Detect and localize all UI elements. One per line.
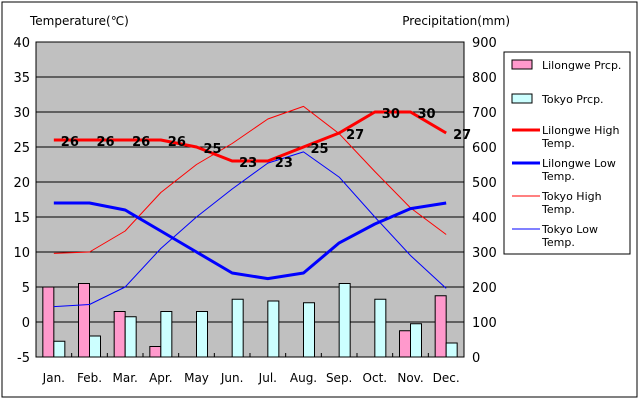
tokyo-precip-bar [445,342,458,358]
legend-label-lilongwe-high-line: Lilongwe High Temp. [541,124,619,150]
tokyo-precip-bar [303,302,315,358]
month-label: Apr. [149,371,172,385]
month-label: Jan. [42,371,65,385]
right-axis-title: Precipitation(mm) [402,14,510,28]
lilongwe-precip-bar [113,311,126,358]
lilongwe-high-line [53,110,447,163]
month-label: Jul. [258,371,277,385]
right-tick-label: 100 [472,316,497,331]
legend-box [503,51,631,255]
high-temp-data-label: 27 [453,128,471,143]
month-label: Nov. [397,371,423,385]
high-temp-data-label: 30 [382,107,400,122]
legend-label-lilongwe-low-line: Lilongwe Low Temp. [541,157,616,183]
tokyo-high-line [53,105,447,254]
left-tick-label: 30 [13,106,30,121]
right-tick-label: 400 [472,211,497,226]
legend-label-tokyo-prcp: Tokyo Prcp. [541,93,604,106]
legend-label-tokyo-high-line: Tokyo High Temp. [541,190,602,216]
legend-label-tokyo-low-line: Tokyo Low Temp. [541,223,598,249]
left-tick-label: -5 [17,351,30,366]
month-label: May [184,371,209,385]
right-tick-label: 500 [472,176,497,191]
month-label: Aug. [290,371,317,385]
lilongwe-precip-bar [78,283,90,358]
high-temp-data-label: 25 [310,142,328,157]
high-temp-data-label: 26 [61,135,79,150]
month-label: Dec. [433,371,460,385]
high-temp-data-label: 30 [417,107,435,122]
left-tick-label: 15 [13,211,30,226]
tokyo-precip-bar [196,311,208,358]
right-tick-label: 200 [472,281,497,296]
lilongwe-precip-bar [42,286,55,358]
tokyo-precip-bar [53,340,66,358]
high-temp-data-label: 23 [275,156,293,171]
left-axis-title: Temperature(℃) [29,14,129,28]
month-label: Jun. [220,371,244,385]
lilongwe-precip-bar [434,295,447,358]
legend-label-lilongwe-prcp: Lilongwe Prcp. [542,59,621,72]
legend-swatch-lilongwe-prcp [511,59,533,70]
month-label: Mar. [112,371,137,385]
high-temp-data-label: 25 [203,142,221,157]
legend-swatch-tokyo-prcp [511,93,533,104]
high-temp-data-label: 26 [96,135,114,150]
tokyo-precip-bar [410,323,422,358]
left-tick-label: 35 [13,71,30,86]
lilongwe-low-line [53,201,447,281]
right-tick-label: 800 [472,71,497,86]
high-temp-data-label: 27 [346,128,364,143]
month-label: Oct. [363,371,388,385]
right-tick-label: 300 [472,246,497,261]
high-temp-data-label: 26 [168,135,186,150]
tokyo-precip-bar [267,300,280,358]
right-tick-label: 600 [472,141,497,156]
tokyo-precip-bar [374,298,387,358]
tokyo-precip-bar [89,335,101,358]
right-tick-label: 700 [472,106,497,121]
left-tick-label: 40 [13,36,30,51]
left-tick-label: 25 [13,141,30,156]
left-tick-label: 0 [22,316,30,331]
tokyo-precip-bar [338,283,351,358]
tokyo-precip-bar [160,311,173,358]
tokyo-precip-bar [231,298,244,358]
lilongwe-precip-bar [149,346,162,358]
left-tick-label: 10 [13,246,30,261]
high-temp-data-label: 23 [239,156,257,171]
tokyo-precip-bar [124,316,137,358]
plot-border [35,41,465,358]
right-tick-label: 0 [472,351,480,366]
left-tick-label: 20 [13,176,30,191]
left-tick-label: 5 [22,281,30,296]
right-tick-label: 900 [472,36,497,51]
month-label: Feb. [77,371,102,385]
high-temp-data-label: 26 [132,135,150,150]
plot-area [36,42,464,357]
month-label: Sep. [326,371,352,385]
lilongwe-precip-bar [399,330,411,358]
tokyo-low-line [53,151,447,308]
